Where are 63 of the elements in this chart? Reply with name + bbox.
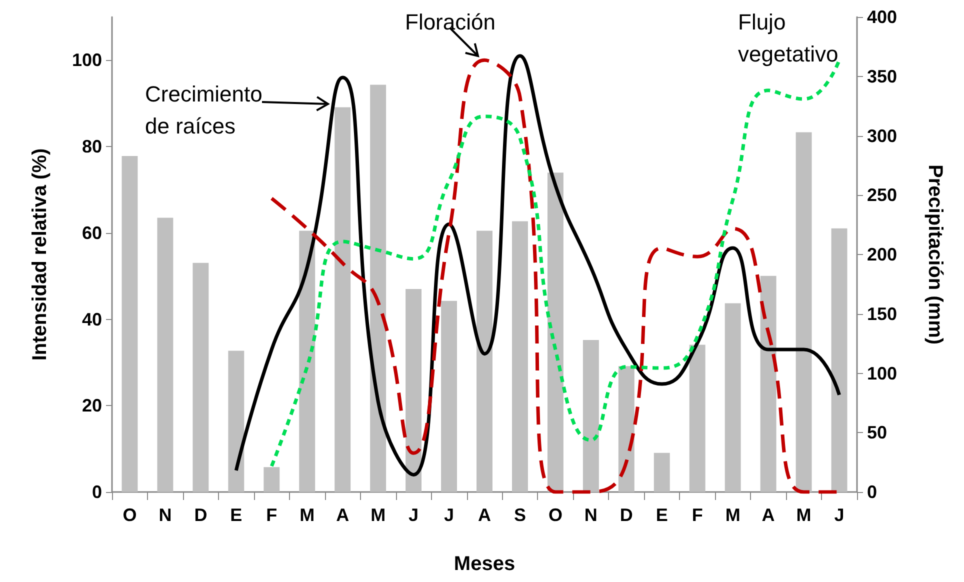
- y-tick-label: 40: [82, 309, 102, 330]
- y2-tick-label: 50: [867, 422, 888, 443]
- bar: [724, 303, 741, 492]
- bar: [192, 262, 209, 492]
- annotation: Flujo vegetativo: [738, 10, 838, 66]
- x-tick-label: F: [266, 505, 278, 525]
- x-tick-label: J: [834, 505, 844, 525]
- x-tick-label: E: [656, 505, 668, 525]
- y2-tick-label: 350: [867, 66, 898, 86]
- x-tick-label: J: [408, 505, 419, 525]
- x-tick-label: O: [548, 505, 562, 525]
- bar: [228, 350, 244, 492]
- y-tick-label: 0: [92, 482, 102, 502]
- bar: [370, 84, 386, 492]
- x-axis-title: Meses: [454, 553, 516, 575]
- y2-axis-title: Precipitación (mm): [924, 164, 946, 345]
- y-tick-label: 20: [82, 396, 102, 416]
- x-tick-label: D: [194, 505, 208, 525]
- x-tick-label: J: [444, 505, 454, 525]
- bar: [476, 230, 492, 492]
- x-tick-label: M: [725, 505, 740, 525]
- y-tick-label: 60: [82, 222, 102, 243]
- x-tick-label: A: [336, 505, 350, 525]
- bar: [264, 467, 280, 492]
- bar: [796, 132, 812, 492]
- bar: [299, 230, 316, 492]
- x-tick-label: N: [584, 505, 598, 525]
- x-tick-label: E: [230, 505, 242, 525]
- y2-tick-label: 150: [867, 304, 898, 324]
- x-tick-label: N: [158, 505, 172, 525]
- bar: [547, 172, 564, 492]
- y2-tick-label: 200: [867, 244, 898, 264]
- bar: [831, 228, 848, 492]
- y2-tick-label: 250: [867, 185, 898, 206]
- y-tick-label: 100: [72, 50, 102, 70]
- bar: [122, 156, 138, 492]
- x-tick-label: O: [122, 505, 137, 525]
- bar: [654, 452, 670, 492]
- y-axis-title: Intensidad relativa (%): [29, 148, 51, 361]
- x-tick-label: M: [300, 505, 315, 525]
- x-tick-label: S: [514, 505, 526, 525]
- bar: [441, 300, 458, 492]
- x-tick-label: A: [478, 505, 491, 525]
- bar: [334, 107, 351, 492]
- annotation: Crecimiento de raíces: [145, 82, 262, 138]
- bar: [406, 288, 422, 492]
- bar: [618, 366, 634, 492]
- bar: [157, 218, 174, 492]
- y2-tick-label: 400: [867, 7, 898, 27]
- y2-tick-label: 300: [867, 126, 898, 146]
- y-tick-label: 80: [82, 136, 102, 157]
- annotation: Floración: [405, 10, 496, 34]
- bar: [582, 340, 599, 492]
- x-tick-label: M: [370, 505, 386, 525]
- bar: [760, 276, 776, 492]
- bar: [689, 344, 706, 492]
- x-tick-label: M: [796, 505, 812, 525]
- x-tick-label: A: [762, 505, 775, 525]
- y2-tick-label: 0: [867, 482, 878, 502]
- bar: [512, 221, 528, 492]
- y2-tick-label: 100: [867, 363, 898, 384]
- x-tick-label: F: [692, 505, 703, 525]
- x-tick-label: D: [620, 505, 633, 525]
